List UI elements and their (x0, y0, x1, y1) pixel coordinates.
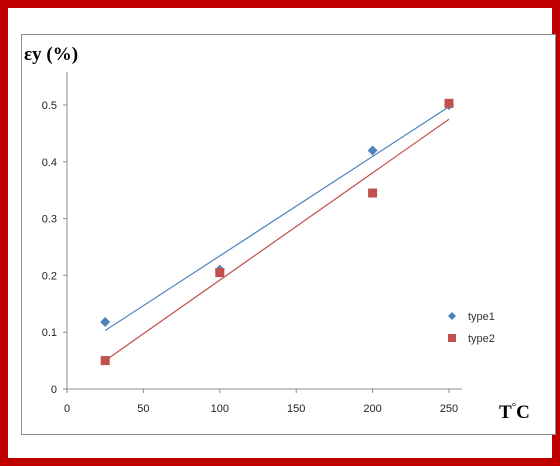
x-tick-label: 50 (137, 403, 149, 415)
y-tick-label: 0.5 (42, 100, 57, 112)
axes-layer (66, 72, 462, 390)
y-tick-label: 0.4 (42, 157, 57, 169)
legend-marker-type1 (448, 312, 456, 320)
data-point-type2 (368, 188, 378, 198)
trendline-type1 (104, 106, 450, 331)
x-axis-label-main: T (499, 402, 512, 423)
data-point-type1 (367, 145, 378, 156)
legend-label-type2: type2 (468, 333, 495, 345)
x-axis-label-degree: ° (512, 401, 516, 413)
x-tick-label: 0 (64, 403, 70, 415)
legend: type1 type2 (448, 311, 495, 345)
trendline-type2 (104, 118, 450, 362)
y-tick-label: 0.1 (42, 327, 57, 339)
ticks-layer: 0 0.1 0.2 0.3 0.4 0.5 0 50 100 150 200 250 (42, 100, 458, 415)
y-tick-label: 0 (51, 384, 57, 396)
y-axis-label: εy (%) (24, 44, 78, 65)
trendlines-layer (104, 106, 450, 362)
x-tick-label: 250 (440, 403, 458, 415)
data-point-type2 (215, 268, 225, 278)
data-point-type1 (100, 316, 111, 327)
y-tick-label: 0.2 (42, 270, 57, 282)
x-tick-label: 100 (211, 403, 229, 415)
y-tick-label: 0.3 (42, 214, 57, 226)
x-axis-label: T°C (499, 401, 530, 423)
x-axis-label-unit: C (516, 402, 530, 423)
x-tick-label: 150 (287, 403, 305, 415)
data-point-type2 (444, 98, 454, 108)
data-point-type2 (100, 356, 110, 366)
legend-marker-type2 (448, 334, 456, 342)
legend-label-type1: type1 (468, 311, 495, 323)
x-tick-label: 200 (363, 403, 381, 415)
chart-area (21, 34, 556, 435)
points-layer (100, 98, 454, 366)
